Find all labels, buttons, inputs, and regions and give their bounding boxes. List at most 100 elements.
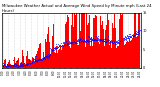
- Point: [50, 50, 53, 52]
- Point: [37, 58, 39, 60]
- Point: [114, 43, 116, 44]
- Point: [94, 39, 97, 40]
- Point: [10, 65, 12, 66]
- Point: [77, 38, 79, 39]
- Point: [42, 57, 45, 59]
- Point: [2, 65, 5, 66]
- Point: [67, 43, 69, 45]
- Point: [92, 38, 94, 39]
- Point: [89, 39, 91, 40]
- Point: [76, 40, 79, 41]
- Point: [77, 40, 80, 41]
- Point: [75, 42, 77, 44]
- Point: [15, 64, 18, 66]
- Point: [16, 61, 19, 62]
- Point: [54, 47, 57, 48]
- Point: [109, 42, 112, 43]
- Point: [111, 42, 114, 44]
- Point: [3, 64, 6, 65]
- Point: [74, 38, 77, 40]
- Point: [51, 50, 54, 51]
- Point: [29, 62, 31, 63]
- Point: [41, 59, 43, 61]
- Point: [125, 37, 127, 39]
- Point: [56, 44, 59, 45]
- Point: [73, 40, 75, 42]
- Point: [108, 41, 111, 42]
- Point: [33, 58, 36, 60]
- Point: [130, 36, 132, 37]
- Point: [78, 39, 80, 40]
- Point: [15, 63, 18, 64]
- Point: [40, 58, 43, 60]
- Point: [119, 41, 121, 42]
- Point: [5, 65, 7, 67]
- Point: [115, 43, 117, 44]
- Point: [17, 66, 19, 67]
- Point: [81, 38, 84, 39]
- Point: [87, 41, 90, 42]
- Point: [113, 40, 115, 42]
- Point: [14, 64, 17, 65]
- Point: [110, 41, 112, 43]
- Point: [49, 47, 52, 49]
- Point: [79, 40, 82, 41]
- Point: [36, 60, 38, 62]
- Point: [54, 48, 56, 49]
- Point: [19, 65, 22, 66]
- Point: [7, 65, 10, 66]
- Point: [16, 66, 18, 67]
- Point: [52, 47, 54, 48]
- Point: [27, 63, 30, 65]
- Point: [135, 32, 138, 33]
- Point: [51, 49, 53, 51]
- Point: [75, 39, 78, 40]
- Point: [4, 65, 7, 67]
- Point: [126, 35, 128, 36]
- Point: [96, 39, 99, 41]
- Point: [50, 49, 53, 50]
- Point: [45, 57, 48, 59]
- Point: [25, 63, 28, 65]
- Point: [26, 62, 28, 64]
- Point: [128, 35, 131, 37]
- Point: [61, 44, 64, 46]
- Point: [78, 40, 81, 42]
- Point: [75, 42, 77, 43]
- Point: [79, 39, 81, 40]
- Point: [44, 56, 47, 57]
- Point: [24, 64, 27, 66]
- Point: [130, 35, 132, 37]
- Point: [115, 42, 118, 43]
- Point: [91, 39, 94, 41]
- Point: [32, 61, 34, 62]
- Point: [92, 39, 95, 41]
- Point: [20, 64, 22, 66]
- Point: [124, 35, 127, 37]
- Point: [35, 60, 38, 61]
- Point: [51, 49, 54, 50]
- Point: [30, 60, 32, 62]
- Point: [45, 57, 47, 58]
- Point: [65, 44, 68, 46]
- Point: [59, 45, 62, 46]
- Point: [62, 45, 64, 47]
- Point: [76, 42, 79, 44]
- Point: [64, 44, 66, 45]
- Point: [3, 64, 5, 65]
- Point: [124, 39, 127, 40]
- Point: [40, 59, 42, 60]
- Point: [60, 46, 62, 47]
- Point: [27, 64, 29, 65]
- Point: [78, 41, 80, 43]
- Point: [21, 64, 23, 66]
- Point: [66, 42, 68, 44]
- Point: [122, 39, 125, 41]
- Point: [16, 64, 18, 66]
- Point: [49, 54, 51, 56]
- Point: [9, 65, 11, 66]
- Point: [36, 61, 38, 62]
- Point: [108, 42, 111, 43]
- Point: [123, 38, 125, 39]
- Point: [21, 60, 24, 62]
